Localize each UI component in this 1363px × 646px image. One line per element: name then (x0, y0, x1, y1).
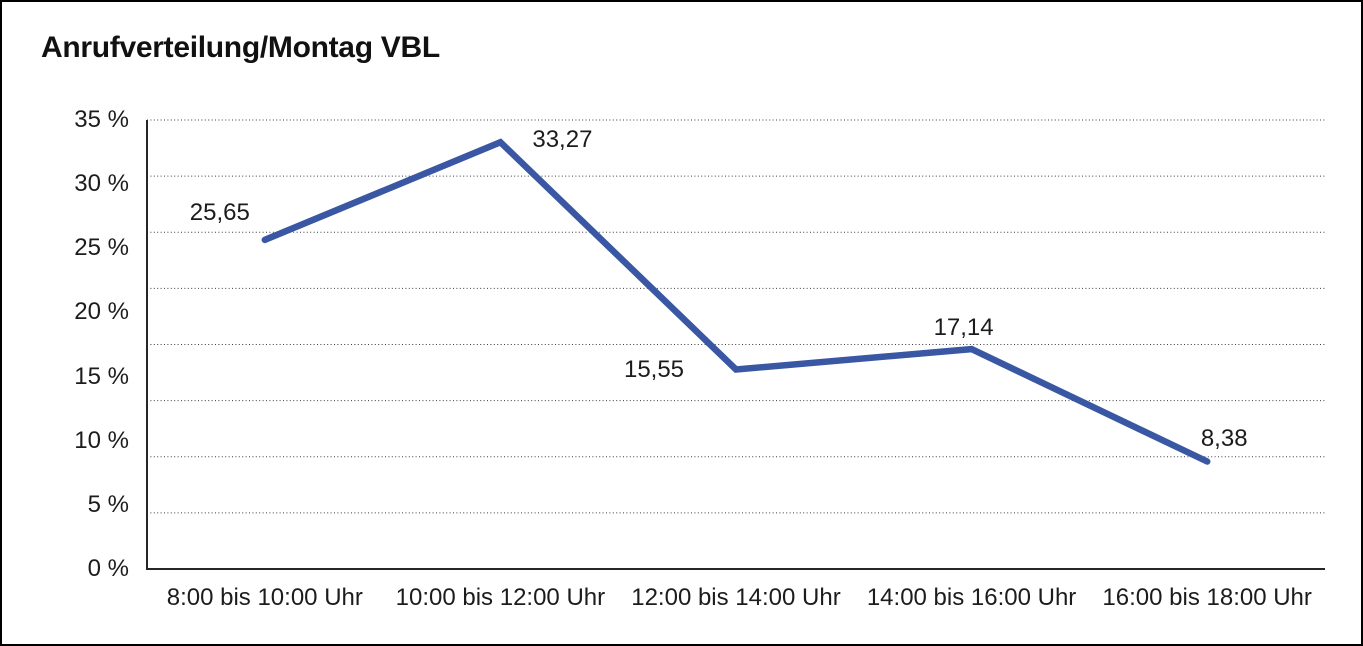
x-tick-label: 10:00 bis 12:00 Uhr (395, 584, 606, 611)
data-point-label: 15,55 (623, 355, 685, 383)
data-point-label: 33,27 (532, 126, 593, 154)
y-tick-label: 25 % (74, 234, 129, 262)
y-tick-label: 35 % (74, 106, 129, 133)
y-tick-label: 0 % (87, 555, 129, 582)
data-point-label: 25,65 (189, 198, 250, 226)
x-tick-label: 16:00 bis 18:00 Uhr (1102, 584, 1312, 611)
y-tick-label: 10 % (74, 426, 129, 454)
series-line (261, 138, 1211, 465)
data-point-label: 8,38 (1200, 425, 1248, 453)
chart-title: Anrufverteilung/Montag VBL (41, 31, 440, 64)
y-tick-label: 15 % (74, 362, 129, 390)
x-tick-label: 12:00 bis 14:00 Uhr (631, 584, 841, 611)
y-tick-label: 5 % (87, 490, 129, 518)
x-tick-label: 8:00 bis 10:00 Uhr (166, 584, 363, 611)
y-tick-label: 20 % (74, 298, 129, 326)
x-tick-label: 14:00 bis 16:00 Uhr (866, 584, 1077, 611)
y-tick-label: 30 % (74, 170, 129, 198)
x-axis-tick-labels: 8:00 bis 10:00 Uhr 10:00 bis 12:00 Uhr 12:… (147, 583, 1325, 612)
data-point-label: 17,14 (933, 314, 994, 342)
